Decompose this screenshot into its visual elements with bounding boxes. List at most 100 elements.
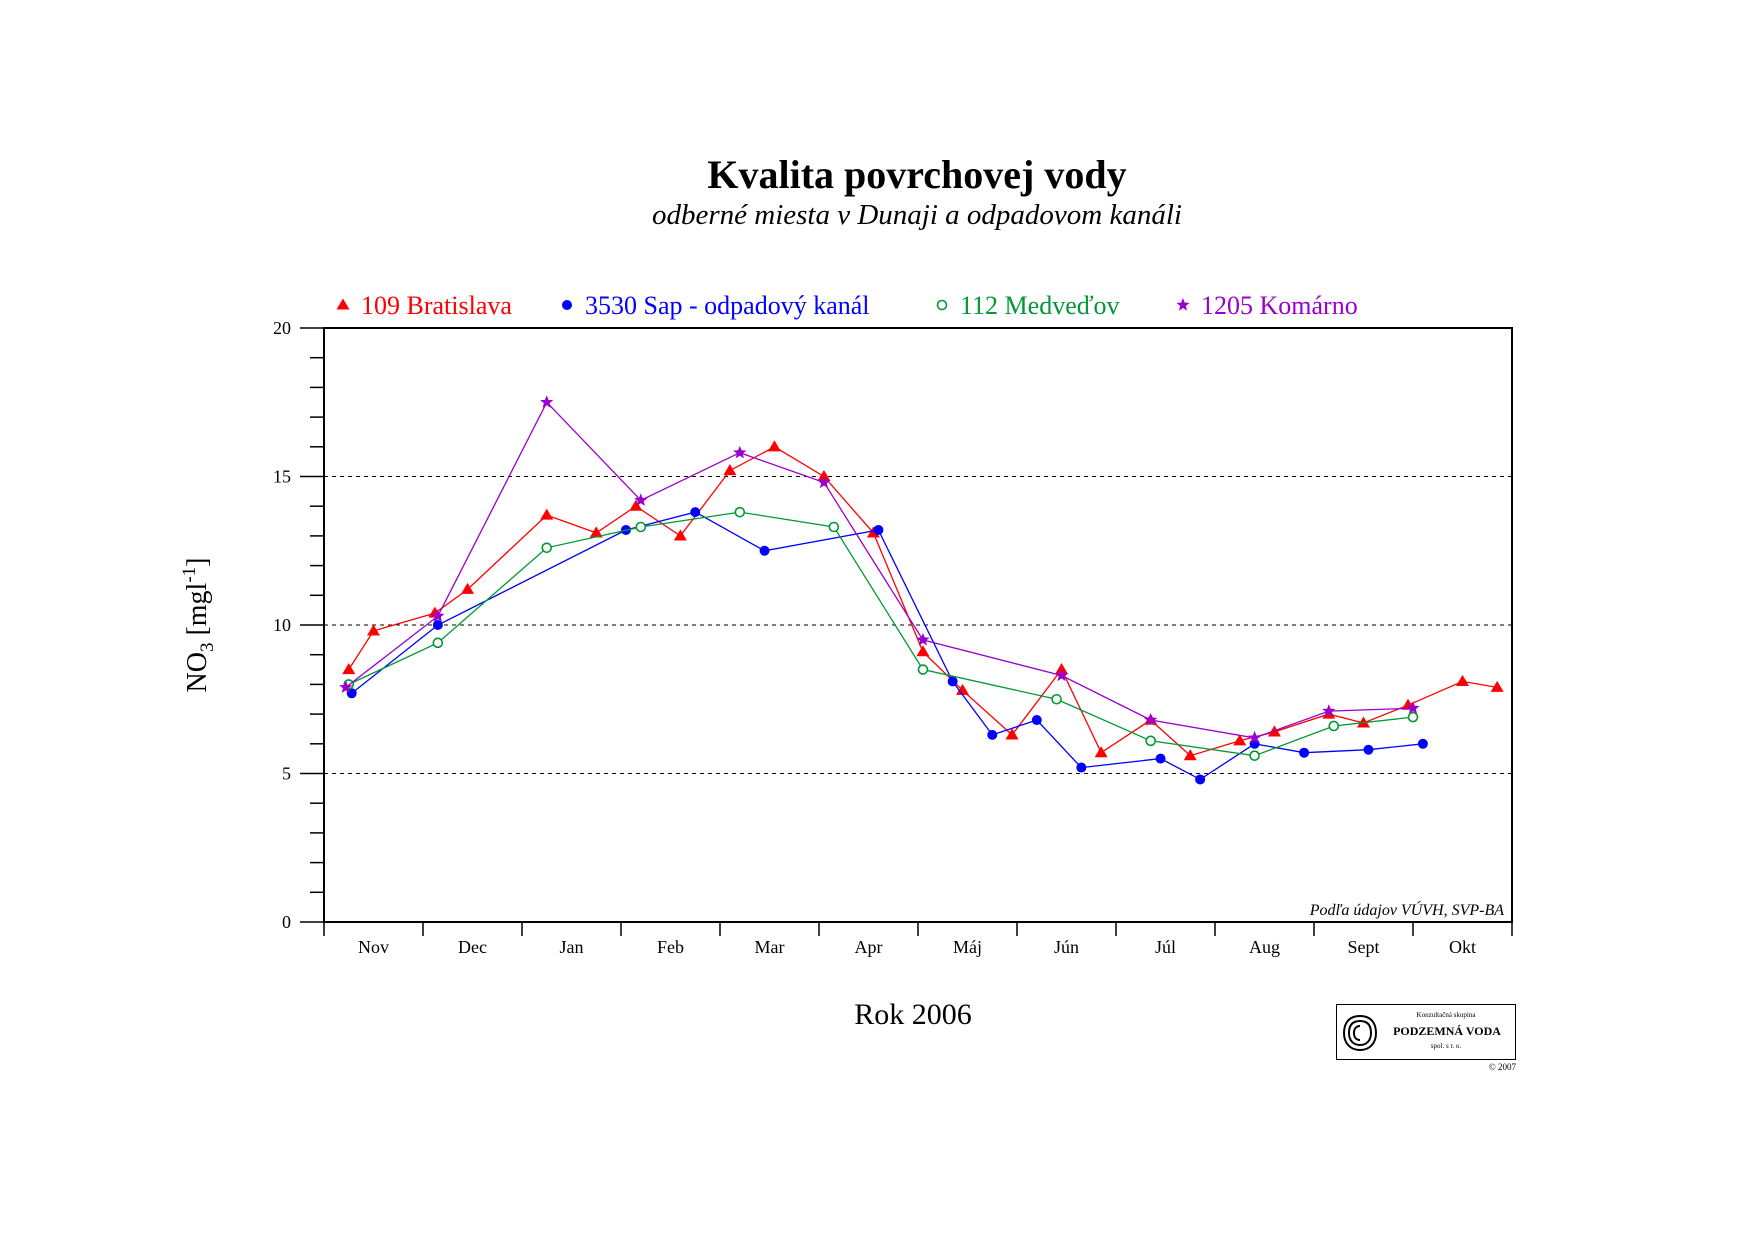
data-point-112-medve-ov-6 <box>917 664 929 675</box>
legend-marker-109-bratislava <box>336 298 350 310</box>
y-tick-label-10: 10 <box>273 615 291 635</box>
legend-marker-3530-sap-odpadov-kan-l <box>562 300 572 310</box>
y-axis-label: NO3 [mgl-1] <box>179 558 218 693</box>
data-point-112-medve-ov-5 <box>828 521 840 533</box>
data-point-109-bratislava-14 <box>1005 728 1019 740</box>
y-axis-label-unit: [mgl <box>182 582 213 642</box>
y-axis-label-main: NO <box>182 652 213 692</box>
logo-name: PODZEMNÁ VODA <box>1393 1024 1501 1038</box>
data-point-3530-sap-odpadov-kan-l-13 <box>1299 747 1310 758</box>
data-point-3530-sap-odpadov-kan-l-8 <box>1031 715 1042 726</box>
data-point-3530-sap-odpadov-kan-l-15 <box>1417 738 1428 749</box>
logo-top-text: Konzultačná skupina <box>1416 1011 1476 1019</box>
data-point-109-bratislava-4 <box>540 508 554 520</box>
series-line-1205-kom-rno <box>345 401 1414 739</box>
y-tick-label-15: 15 <box>273 467 291 487</box>
data-point-1205-kom-rno-8 <box>1143 713 1158 726</box>
data-point-109-bratislava-1 <box>367 624 380 636</box>
data-point-109-bratislava-5 <box>589 526 603 538</box>
x-tick-label-nov: Nov <box>358 937 389 957</box>
x-tick-label-j-l: Júl <box>1155 937 1176 957</box>
logo-copyright: © 2007 <box>1488 1062 1516 1072</box>
data-point-1205-kom-rno-9 <box>1247 730 1262 744</box>
legend-label-112-medve-ov: 112 Medveďov <box>960 291 1120 320</box>
data-point-109-bratislava-24 <box>1456 674 1469 686</box>
data-point-1205-kom-rno-11 <box>1406 701 1420 714</box>
data-point-1205-kom-rno-10 <box>1322 704 1336 717</box>
data-point-109-bratislava-25 <box>1490 680 1504 692</box>
x-axis: Nov Dec Jan Feb Mar Apr Máj Jún Júl Aug Sept Okt <box>323 922 1513 957</box>
data-point-1205-kom-rno-1 <box>431 609 445 622</box>
data-point-3530-sap-odpadov-kan-l-4 <box>759 545 770 556</box>
data-point-1205-kom-rno-5 <box>817 475 831 489</box>
gridlines <box>324 476 1512 774</box>
data-point-109-bratislava-18 <box>1183 749 1197 761</box>
data-point-1205-kom-rno-7 <box>1054 668 1069 682</box>
legend-label-3530-sap-odpadov-kan-l: 3530 Sap - odpadový kanál <box>585 291 870 320</box>
data-point-109-bratislava-19 <box>1233 734 1247 746</box>
data-point-109-bratislava-9 <box>767 440 781 452</box>
y-tick-label-20: 20 <box>273 318 291 338</box>
data-point-109-bratislava-6 <box>629 499 643 511</box>
legend: 109 Bratislava 3530 Sap - odpadový kanál 1… <box>336 291 1358 320</box>
x-tick-label-okt: Okt <box>1449 937 1476 957</box>
x-tick-label-feb: Feb <box>657 937 684 957</box>
legend-marker-112-medve-ov <box>936 299 948 311</box>
x-tick-label-mar: Mar <box>755 937 785 957</box>
data-point-112-medve-ov-8 <box>1145 735 1156 747</box>
data-point-109-bratislava-16 <box>1094 746 1108 758</box>
y-tick-label-5: 5 <box>282 764 291 784</box>
data-point-112-medve-ov-2 <box>541 542 553 554</box>
x-tick-label-jan: Jan <box>560 937 584 957</box>
x-tick-label-m-j: Máj <box>953 937 982 957</box>
data-point-109-bratislava-3 <box>461 582 475 594</box>
logo-bottom-text: spol. s r. o. <box>1430 1042 1462 1050</box>
series-1205-kom-rno <box>339 395 1420 744</box>
series-group <box>339 395 1504 785</box>
data-point-109-bratislava-13 <box>956 683 970 695</box>
y-axis-label-subscript: 3 <box>197 643 218 653</box>
data-point-112-medve-ov-3 <box>635 521 647 533</box>
y-axis-label-close: ] <box>182 558 213 567</box>
company-logo: Konzultačná skupina PODZEMNÁ VODA spol. … <box>1336 1004 1516 1060</box>
legend-label-109-bratislava: 109 Bratislava <box>361 291 512 320</box>
series-112-medve-ov <box>343 506 1419 761</box>
data-point-1205-kom-rno-4 <box>733 445 747 459</box>
data-point-3530-sap-odpadov-kan-l-10 <box>1155 753 1166 764</box>
chart-title: Kvalita povrchovej vody <box>707 152 1126 197</box>
series-line-112-medve-ov <box>348 511 1414 757</box>
data-point-109-bratislava-8 <box>723 464 737 476</box>
data-point-1205-kom-rno-6 <box>916 632 930 646</box>
data-point-3530-sap-odpadov-kan-l-11 <box>1195 774 1206 785</box>
data-point-3530-sap-odpadov-kan-l-7 <box>987 729 998 740</box>
data-point-1205-kom-rno-2 <box>540 395 554 408</box>
data-point-112-medve-ov-7 <box>1051 693 1062 705</box>
x-axis-label: Rok 2006 <box>854 998 972 1031</box>
series-line-109-bratislava <box>348 446 1498 757</box>
x-tick-label-sept: Sept <box>1347 937 1379 957</box>
data-point-112-medve-ov-9 <box>1249 750 1260 761</box>
data-point-112-medve-ov-11 <box>1407 711 1419 723</box>
data-point-109-bratislava-0 <box>342 663 356 675</box>
x-tick-label-dec: Dec <box>458 937 487 957</box>
series-line-3530-sap-odpadov-kan-l <box>351 511 1423 781</box>
data-point-109-bratislava-7 <box>673 529 687 541</box>
data-point-1205-kom-rno-3 <box>634 493 648 506</box>
data-point-1205-kom-rno-0 <box>339 680 353 694</box>
data-point-112-medve-ov-4 <box>734 506 746 518</box>
data-point-3530-sap-odpadov-kan-l-9 <box>1076 762 1087 773</box>
y-axis: 0 5 10 15 20 <box>273 318 324 932</box>
logo-emblem-icon <box>1342 1015 1378 1051</box>
legend-marker-1205-kom-rno <box>1176 298 1190 311</box>
data-point-3530-sap-odpadov-kan-l-3 <box>690 507 701 518</box>
data-point-109-bratislava-11 <box>866 526 880 538</box>
x-tick-label-apr: Apr <box>855 937 883 957</box>
data-point-3530-sap-odpadov-kan-l-14 <box>1363 744 1374 755</box>
source-note: Podľa údajov VÚVH, SVP-BA <box>1309 900 1504 919</box>
data-point-3530-sap-odpadov-kan-l-1 <box>432 620 443 630</box>
series-3530-sap-odpadov-kan-l <box>346 507 1428 785</box>
chart-subtitle: odberné miesta v Dunaji a odpadovom kaná… <box>652 199 1182 231</box>
x-tick-label-aug: Aug <box>1249 937 1280 957</box>
y-tick-label-0: 0 <box>282 912 291 932</box>
